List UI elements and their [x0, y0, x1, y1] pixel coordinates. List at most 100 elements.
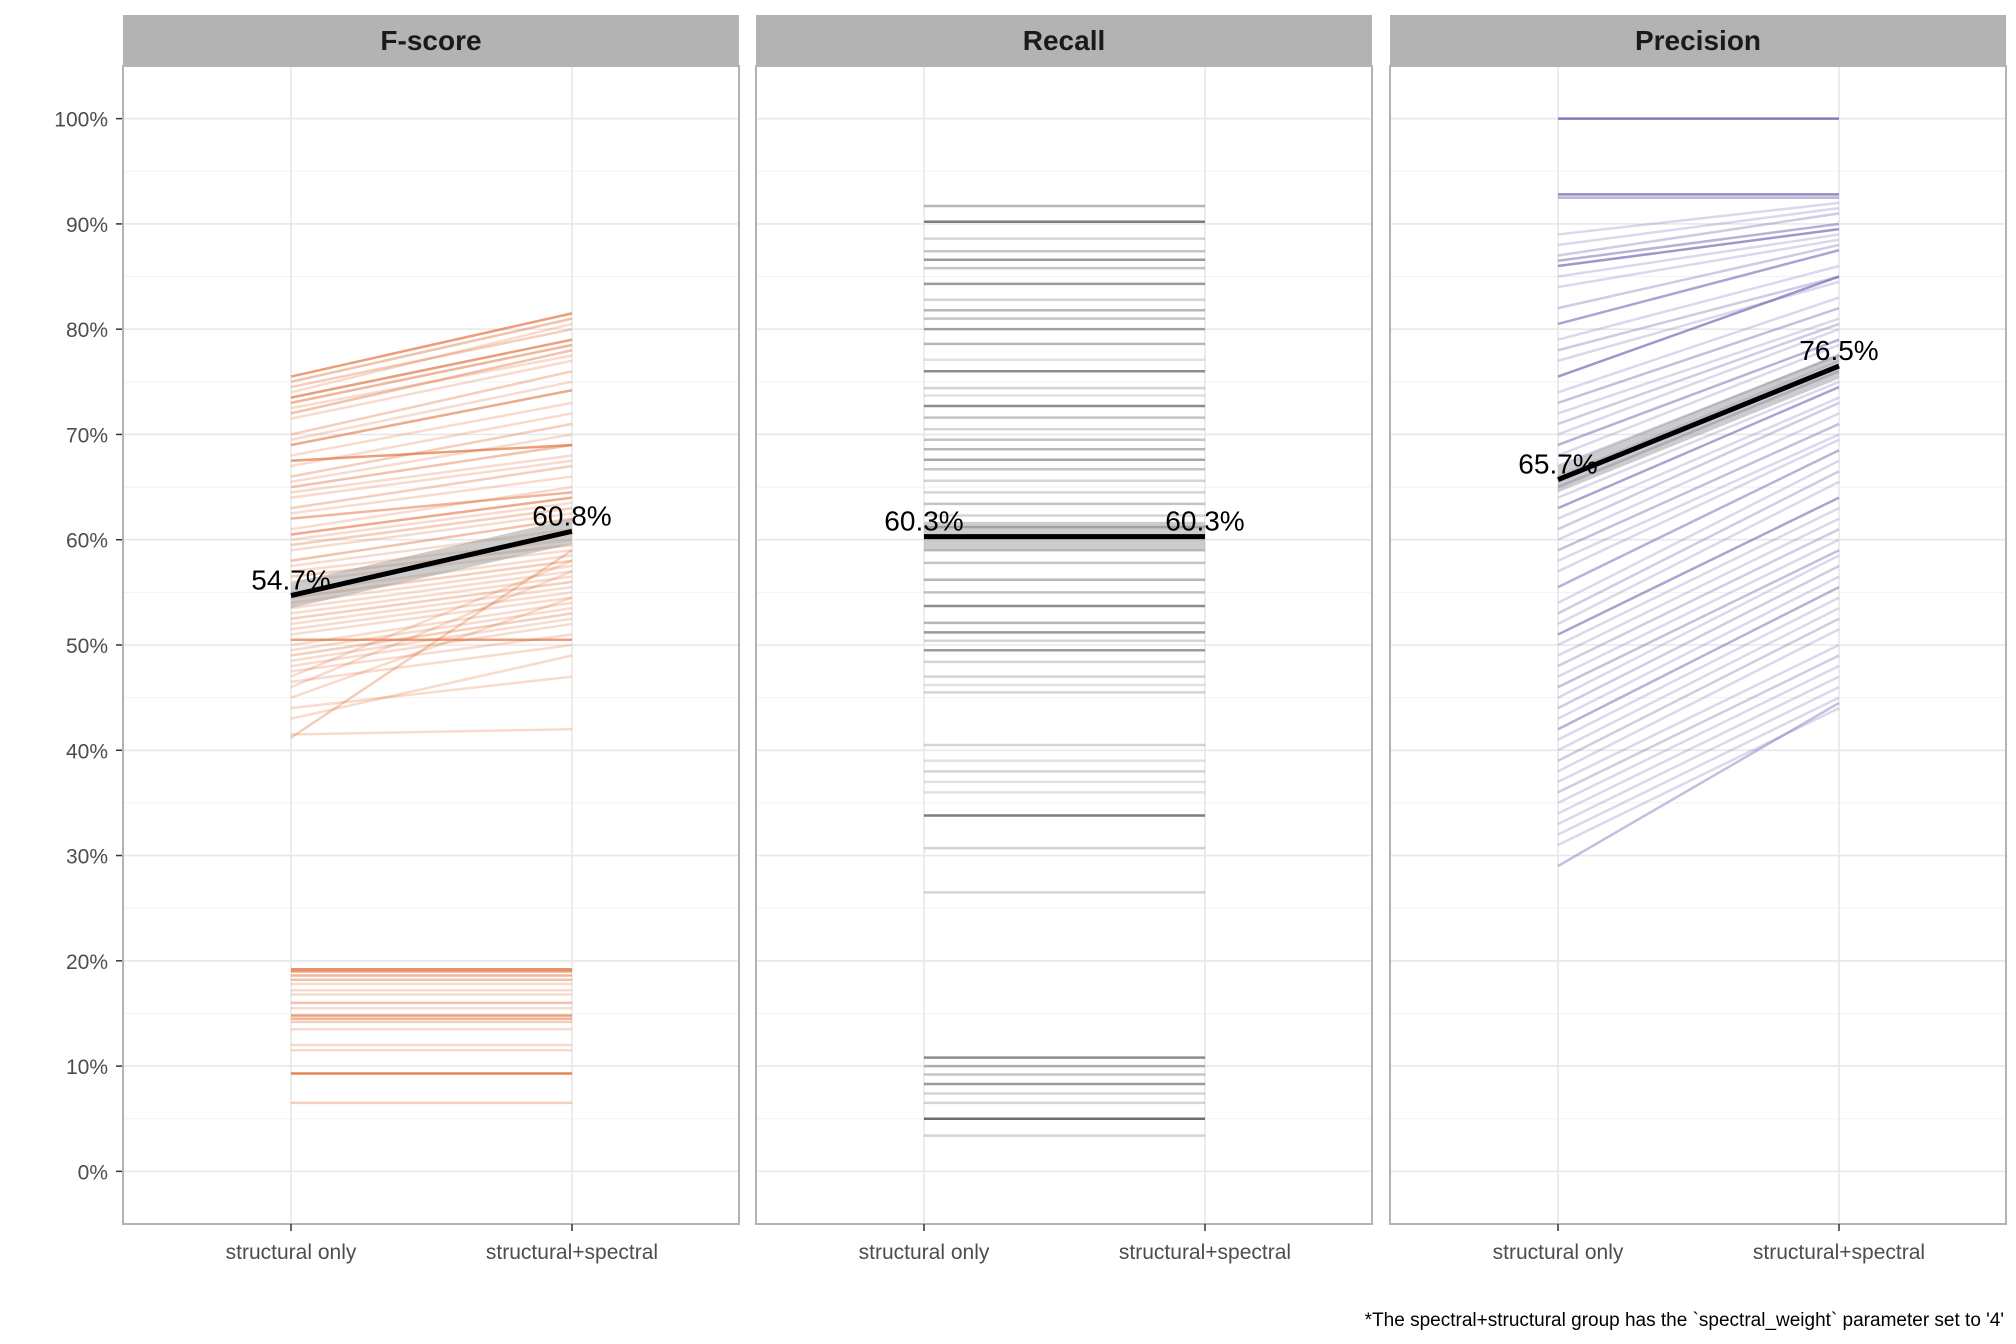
panel-border: [122, 65, 740, 1225]
series-line: [290, 596, 573, 699]
series-line: [1557, 607, 1840, 752]
x-tick-label-left: structural only: [226, 1241, 357, 1264]
series-line: [290, 412, 573, 468]
series-line: [290, 485, 573, 531]
series-line: [1557, 322, 1840, 426]
x-tick-label-left: structural only: [1493, 1241, 1624, 1264]
series-line: [290, 327, 573, 389]
panel-precision: Precision 65.7% 76.5% structural only st…: [1389, 15, 2007, 1264]
y-tick-label: 0%: [78, 1161, 108, 1184]
series-line: [1557, 528, 1840, 668]
panel-f-score: F-score 54.7% 60.8% structural only stru…: [122, 15, 740, 1264]
series-line: [290, 606, 573, 652]
series-line: [290, 727, 573, 736]
strip-background: [123, 15, 739, 65]
y-tick-label: 100%: [54, 109, 108, 132]
mean-label-left: 60.3%: [884, 506, 963, 537]
series-line: [290, 422, 573, 478]
series-line: [1557, 433, 1840, 562]
mean-label-right: 76.5%: [1799, 335, 1878, 366]
series-line: [1557, 275, 1840, 352]
series-line: [1557, 422, 1840, 552]
series-line: [290, 596, 573, 636]
series-line: [290, 343, 573, 405]
series-line: [290, 517, 573, 563]
series-line: [1557, 227, 1840, 268]
series-line: [290, 464, 573, 510]
series-line: [290, 585, 573, 626]
series-line: [290, 443, 573, 463]
series-line: [1557, 470, 1840, 615]
series-line: [290, 454, 573, 494]
series-line: [290, 570, 573, 689]
series-line: [1557, 328, 1840, 436]
series-line: [1557, 449, 1840, 589]
series-line: [1557, 243, 1840, 310]
series-line: [1557, 643, 1840, 783]
series-line: [1557, 517, 1840, 657]
x-tick-label-right: structural+spectral: [1119, 1241, 1291, 1264]
x-tick-label-right: structural+spectral: [486, 1241, 658, 1264]
series-line: [1557, 480, 1840, 626]
panel-border: [1389, 65, 2007, 1225]
strip-background: [1390, 15, 2006, 65]
series-line: [1557, 385, 1840, 510]
series-line: [290, 570, 573, 610]
y-axis-tick-labels: 0% 10% 20% 30% 40% 50% 60% 70% 80% 90% 100%: [54, 109, 123, 1184]
series-line: [290, 591, 573, 631]
series-line: [290, 496, 573, 536]
series-line: [1557, 380, 1840, 499]
series-line: [1557, 596, 1840, 741]
series-line: [1557, 617, 1840, 762]
series-line: [290, 580, 573, 620]
series-line: [290, 338, 573, 399]
series-line: [1557, 654, 1840, 794]
series-line: [1557, 275, 1840, 378]
series-line: [290, 401, 573, 457]
y-tick-label: 80%: [66, 319, 108, 342]
series-line: [290, 512, 573, 552]
series-line: [290, 643, 573, 684]
series-line: [290, 433, 573, 484]
series-line: [1557, 549, 1840, 689]
series-line: [1557, 201, 1840, 236]
series-line: [1557, 222, 1840, 262]
series-line: [290, 675, 573, 710]
strip-title-f-score: F-score: [380, 25, 481, 56]
series-line: [1557, 212, 1840, 257]
series-line: [290, 622, 573, 668]
series-line: [290, 654, 573, 720]
gridlines: [123, 66, 739, 1224]
series-line: [290, 317, 573, 384]
series-line: [290, 617, 573, 663]
x-tick-label-left: structural only: [859, 1241, 990, 1264]
series-lines: [1557, 117, 1840, 868]
series-lines: [290, 312, 573, 1105]
series-line: [290, 475, 573, 515]
series-line: [1557, 696, 1840, 836]
series-line: [290, 322, 573, 394]
series-line: [1557, 507, 1840, 647]
series-line: [1557, 264, 1840, 341]
series-line: [290, 506, 573, 547]
strip-title-precision: Precision: [1635, 25, 1761, 56]
series-line: [290, 389, 573, 447]
mean-label-left: 54.7%: [251, 565, 330, 596]
series-line: [1557, 343, 1840, 457]
series-line: [290, 443, 573, 489]
y-tick-label: 40%: [66, 740, 108, 763]
series-line: [290, 501, 573, 541]
series-line: [1557, 664, 1840, 805]
y-tick-label: 70%: [66, 424, 108, 447]
series-line: [1557, 249, 1840, 326]
series-line: [1557, 554, 1840, 699]
series-line: [1557, 280, 1840, 362]
y-tick-label: 20%: [66, 951, 108, 974]
series-line: [1557, 585, 1840, 731]
gridlines: [1390, 66, 2006, 1224]
series-line: [1557, 496, 1840, 636]
y-tick-label: 30%: [66, 846, 108, 869]
series-line: [1557, 401, 1840, 531]
series-line: [1557, 396, 1840, 520]
